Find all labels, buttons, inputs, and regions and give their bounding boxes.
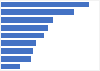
Bar — [1, 17, 53, 23]
Bar — [1, 48, 33, 54]
Bar — [1, 25, 48, 31]
Bar — [1, 40, 36, 46]
Bar — [1, 9, 74, 15]
Bar — [1, 64, 20, 69]
Bar — [1, 56, 31, 62]
Bar — [1, 33, 44, 38]
Bar — [1, 2, 89, 7]
